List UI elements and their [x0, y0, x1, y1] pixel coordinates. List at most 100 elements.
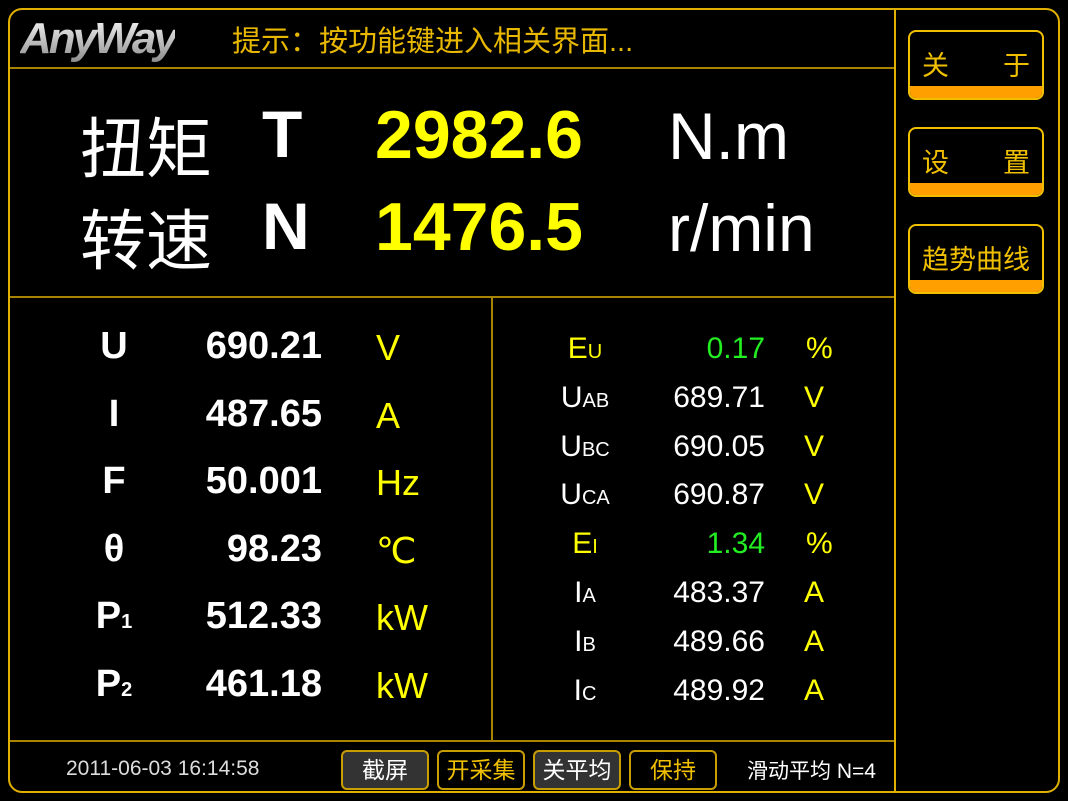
phase-unit: %: [806, 527, 833, 561]
param-unit: kW: [376, 664, 428, 706]
divider: [10, 740, 894, 742]
param-value: 461.18: [205, 662, 322, 705]
param-unit: Hz: [376, 462, 420, 503]
param-value: 98.23: [226, 527, 322, 570]
divider: [10, 296, 894, 298]
label-part: 趋势曲线: [922, 245, 1030, 275]
phase-symbol: IA: [540, 576, 630, 610]
param-symbol: P2: [84, 663, 144, 706]
param-symbol: U: [84, 325, 144, 368]
param-unit: ℃: [376, 529, 417, 571]
symbol-text: U: [560, 478, 582, 512]
torque-unit: N.m: [668, 99, 789, 173]
phase-unit: A: [804, 624, 825, 658]
button-accent-bar: [910, 280, 1042, 292]
symbol-text: I: [573, 673, 582, 707]
symbol-text: U: [560, 429, 582, 463]
phase-symbol: EI: [540, 527, 630, 561]
outer-frame: [8, 8, 1060, 793]
param-value: 487.65: [205, 392, 322, 435]
symbol-text: U: [560, 380, 583, 414]
label-part: 置: [1003, 148, 1030, 178]
phase-symbol: UBC: [540, 430, 630, 464]
symbol-subscript: U: [587, 341, 603, 363]
label-part: 设: [922, 148, 949, 178]
phase-unit: A: [804, 673, 825, 707]
param-unit: kW: [376, 597, 428, 638]
side-button[interactable]: 关于: [908, 30, 1044, 100]
anyway-logo: AnyWay: [20, 14, 178, 63]
param-unit: V: [376, 327, 401, 368]
phase-unit: A: [804, 576, 825, 609]
side-button-label: 趋势曲线: [922, 238, 1030, 277]
start-acquire-button[interactable]: 开采集: [437, 750, 525, 790]
symbol-text: I: [574, 576, 583, 609]
symbol-subscript: A: [582, 585, 596, 607]
phase-unit: %: [806, 332, 833, 365]
symbol-text: F: [102, 460, 126, 502]
speed-label: 转速: [80, 204, 212, 278]
label-part: 关: [922, 51, 949, 81]
symbol-subscript: 2: [121, 678, 133, 701]
phase-value: 1.34: [706, 527, 765, 561]
phase-unit: V: [804, 380, 825, 414]
phase-symbol: IC: [540, 674, 630, 708]
phase-value: 690.87: [673, 478, 765, 512]
torque-label: 扭矩: [80, 112, 212, 186]
average-off-button[interactable]: 关平均: [533, 750, 621, 790]
phase-value: 483.37: [673, 576, 765, 609]
average-status: 滑动平均 N=4: [747, 760, 876, 783]
phase-value: 690.05: [673, 429, 765, 463]
label-part: 于: [1003, 51, 1030, 81]
phase-unit: V: [804, 429, 825, 463]
symbol-text: θ: [103, 527, 125, 570]
param-symbol: P1: [84, 595, 144, 638]
param-symbol: F: [84, 460, 144, 503]
symbol-text: E: [567, 332, 588, 365]
phase-symbol: UCA: [540, 478, 630, 512]
hold-button[interactable]: 保持: [629, 750, 717, 790]
phase-symbol: UAB: [540, 381, 630, 415]
param-value: 690.21: [205, 325, 322, 367]
param-value: 50.001: [205, 460, 322, 502]
symbol-text: P: [95, 662, 122, 705]
symbol-subscript: AB: [582, 389, 610, 412]
symbol-text: U: [100, 325, 128, 367]
symbol-subscript: I: [592, 536, 598, 559]
phase-value: 689.71: [673, 380, 765, 414]
symbol-text: I: [108, 392, 120, 435]
button-accent-bar: [910, 86, 1042, 98]
side-button-label: 关于: [922, 44, 1030, 83]
param-unit: A: [376, 394, 401, 436]
phase-value: 489.66: [673, 624, 765, 658]
symbol-text: I: [574, 624, 583, 658]
side-button[interactable]: 设置: [908, 127, 1044, 197]
param-value: 512.33: [205, 595, 322, 637]
symbol-subscript: C: [581, 682, 597, 705]
screenshot-button[interactable]: 截屏: [341, 750, 429, 790]
param-symbol: I: [84, 393, 144, 436]
param-symbol: θ: [84, 528, 144, 571]
speed-unit: r/min: [668, 191, 815, 265]
symbol-subscript: 1: [121, 611, 133, 633]
symbol-subscript: B: [582, 633, 596, 656]
divider: [894, 8, 896, 793]
divider: [491, 297, 493, 741]
torque-value: 2982.6: [375, 97, 583, 173]
phase-unit: V: [804, 478, 825, 512]
symbol-text: E: [572, 527, 593, 561]
speed-symbol: N: [262, 189, 310, 263]
button-accent-bar: [910, 183, 1042, 195]
torque-symbol: T: [262, 97, 303, 171]
phase-symbol: EU: [540, 332, 630, 366]
symbol-subscript: CA: [581, 487, 610, 510]
phase-symbol: IB: [540, 625, 630, 659]
symbol-text: P: [95, 595, 122, 637]
divider: [10, 67, 894, 69]
side-button[interactable]: 趋势曲线: [908, 224, 1044, 294]
phase-value: 489.92: [673, 673, 765, 707]
side-button-label: 设置: [922, 141, 1030, 180]
phase-value: 0.17: [706, 332, 765, 365]
hint-text: 提示：按功能键进入相关界面...: [232, 26, 634, 58]
